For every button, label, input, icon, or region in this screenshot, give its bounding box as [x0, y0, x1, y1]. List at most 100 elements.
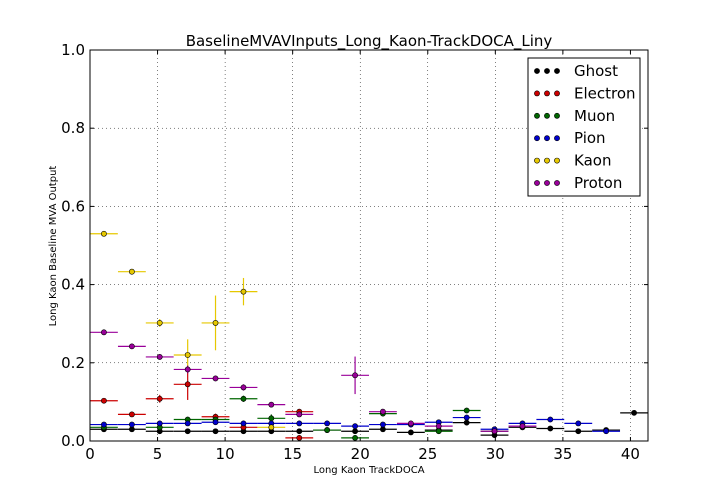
- x-axis-ticks: 0 5 10 15 20 25 30 35 40: [85, 50, 640, 463]
- data-point: [296, 434, 303, 441]
- x-tick-label: 5: [153, 445, 163, 463]
- legend-label: Kaon: [574, 152, 611, 170]
- y-tick-label: 0.2: [61, 354, 85, 372]
- data-point: [324, 420, 331, 427]
- data-point: [101, 230, 107, 237]
- data-point: [268, 424, 275, 431]
- data-point: [380, 408, 386, 415]
- legend-marker: [544, 180, 550, 186]
- x-tick-label: 30: [486, 445, 505, 463]
- data-point: [212, 428, 219, 435]
- data-point: [296, 428, 303, 435]
- data-point: [631, 409, 637, 416]
- y-tick-label: 0.0: [61, 432, 85, 450]
- data-point: [296, 411, 303, 418]
- legend-item-kaon: Kaon: [534, 152, 611, 170]
- data-point: [156, 395, 163, 402]
- legend-marker: [554, 90, 560, 97]
- y-tick-label: 0.8: [61, 119, 85, 137]
- legend-marker: [544, 112, 550, 119]
- legend-marker: [534, 68, 540, 74]
- legend-item-pion: Pion: [534, 129, 606, 147]
- legend-label: Pion: [574, 129, 606, 147]
- legend-marker: [534, 135, 540, 142]
- y-axis-ticks: 0.0 0.2 0.4 0.6 0.8 1.0: [61, 41, 648, 450]
- legend-marker: [544, 135, 550, 142]
- data-point: [268, 415, 275, 422]
- legend-marker: [534, 112, 540, 119]
- data-point: [156, 320, 163, 326]
- data-point: [603, 428, 610, 435]
- data-point: [575, 428, 582, 435]
- data-point: [519, 423, 526, 430]
- data-point: [352, 434, 358, 441]
- data-point: [128, 343, 135, 350]
- data-point: [407, 420, 414, 427]
- data-point: [101, 421, 107, 428]
- legend-label: Ghost: [574, 62, 618, 80]
- x-tick-label: 25: [418, 445, 437, 463]
- data-point: [240, 288, 247, 295]
- x-tick-label: 35: [553, 445, 572, 463]
- data-point: [380, 421, 386, 428]
- legend: Ghost Electron Muon Pion Kaon Proton: [527, 57, 641, 197]
- data-point: [324, 427, 331, 433]
- x-tick-label: 15: [283, 445, 302, 463]
- data-point: [128, 268, 135, 275]
- data-point: [101, 329, 107, 336]
- data-point: [547, 425, 554, 432]
- data-point: [212, 375, 219, 382]
- data-point: [184, 352, 191, 358]
- data-point: [463, 407, 470, 414]
- y-tick-label: 0.4: [61, 276, 85, 294]
- data-point: [156, 354, 163, 360]
- data-point: [352, 372, 358, 379]
- data-point: [463, 419, 470, 426]
- legend-label: Proton: [574, 174, 622, 192]
- series-proton: [90, 329, 537, 435]
- legend-item-proton: Proton: [534, 174, 622, 192]
- legend-marker: [554, 180, 560, 186]
- legend-marker: [554, 157, 560, 164]
- legend-item-muon: Muon: [534, 107, 615, 125]
- legend-marker: [544, 90, 550, 97]
- data-point: [184, 366, 191, 373]
- legend-marker: [534, 157, 540, 164]
- data-marks: [90, 230, 648, 441]
- legend-frame: [527, 57, 641, 197]
- legend-label: Muon: [574, 107, 615, 125]
- x-tick-label: 0: [85, 445, 95, 463]
- plot-frame: [89, 49, 649, 442]
- x-tick-label: 40: [621, 445, 640, 463]
- data-point: [128, 411, 135, 418]
- data-point: [184, 428, 191, 435]
- data-point: [435, 423, 442, 430]
- chart-title: BaselineMVAVInputs_Long_Kaon-TrackDOCA_L…: [186, 32, 553, 51]
- x-tick-label: 20: [351, 445, 370, 463]
- data-point: [101, 397, 107, 404]
- data-point: [212, 419, 219, 426]
- data-point: [296, 420, 303, 427]
- data-point: [184, 381, 191, 388]
- y-axis-label: Long Kaon Baseline MVA Output: [48, 166, 59, 327]
- legend-marker: [544, 68, 550, 74]
- legend-item-electron: Electron: [534, 84, 636, 102]
- legend-label: Electron: [574, 84, 636, 102]
- legend-marker: [544, 157, 550, 164]
- data-point: [352, 428, 358, 435]
- data-point: [491, 428, 498, 435]
- legend-marker: [534, 90, 540, 97]
- y-tick-label: 1.0: [61, 41, 85, 59]
- data-point: [240, 420, 247, 427]
- legend-marker: [534, 180, 540, 186]
- y-tick-label: 0.6: [61, 197, 85, 215]
- legend-marker: [554, 68, 560, 74]
- data-point: [435, 428, 442, 435]
- legend-marker: [554, 112, 560, 119]
- data-point: [268, 401, 275, 408]
- legend-item-ghost: Ghost: [534, 62, 618, 80]
- data-point: [212, 320, 219, 326]
- data-point: [463, 414, 470, 421]
- data-point: [547, 416, 554, 423]
